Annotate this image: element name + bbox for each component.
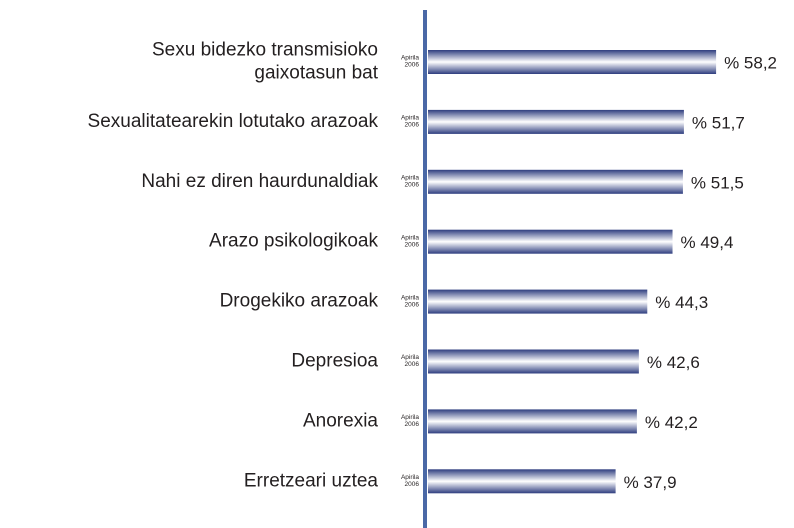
bar xyxy=(428,229,673,254)
period-label: Apirila xyxy=(401,474,419,481)
period-label: Apirila xyxy=(401,354,419,361)
category-label: Sexualitatearekin lotutako arazoak xyxy=(88,111,379,132)
period-label: 2006 xyxy=(405,421,420,428)
value-label: % 51,7 xyxy=(692,113,745,132)
value-label: % 58,2 xyxy=(724,53,777,72)
bar xyxy=(428,169,683,194)
category-label: Sexu bidezko transmisioko xyxy=(152,40,378,61)
bar xyxy=(428,469,616,494)
category-label: Depresioa xyxy=(291,351,378,372)
bar xyxy=(428,109,684,134)
bar xyxy=(428,349,639,374)
value-label: % 37,9 xyxy=(624,473,677,492)
period-label: 2006 xyxy=(405,241,420,248)
category-label: Nahi ez diren haurdunaldiak xyxy=(141,171,378,192)
category-label: Arazo psikologikoak xyxy=(209,231,378,252)
bar xyxy=(428,50,717,74)
category-label: Drogekiko arazoak xyxy=(220,291,379,312)
period-label: Apirila xyxy=(401,115,419,122)
category-label: Anorexia xyxy=(303,410,378,431)
bar xyxy=(428,289,648,314)
category-label: Erretzeari uztea xyxy=(244,470,379,491)
period-label: Apirila xyxy=(401,55,419,62)
period-label: 2006 xyxy=(405,62,420,69)
period-label: 2006 xyxy=(405,122,420,129)
category-label: gaixotasun bat xyxy=(254,63,378,84)
value-label: % 42,2 xyxy=(645,413,698,432)
period-label: 2006 xyxy=(405,481,420,488)
bar xyxy=(428,409,637,434)
period-label: 2006 xyxy=(405,182,420,189)
period-label: Apirila xyxy=(401,414,419,421)
period-label: 2006 xyxy=(405,361,420,368)
value-label: % 42,6 xyxy=(647,353,700,372)
period-label: Apirila xyxy=(401,294,419,301)
period-label: 2006 xyxy=(405,301,420,308)
value-label: % 44,3 xyxy=(655,293,708,312)
value-label: % 51,5 xyxy=(691,173,744,192)
period-label: Apirila xyxy=(401,234,419,241)
period-label: Apirila xyxy=(401,175,419,182)
value-label: % 49,4 xyxy=(681,233,734,252)
